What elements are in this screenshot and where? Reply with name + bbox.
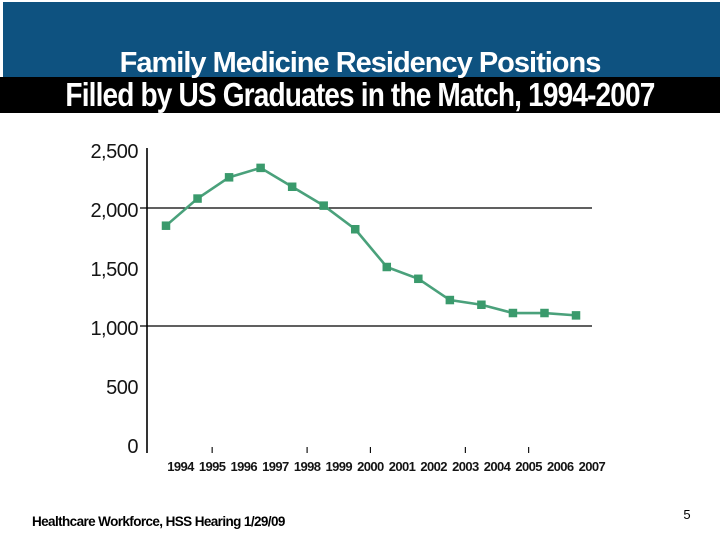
y-tick-label: 1,500: [90, 259, 138, 281]
data-point-marker: [193, 194, 202, 203]
x-tick-label: 2006: [547, 459, 574, 474]
y-tick-label: 2,000: [90, 200, 138, 222]
y-tick-label: 500: [106, 377, 138, 399]
data-point-marker: [224, 173, 234, 182]
x-tick-label: 2007: [579, 459, 606, 474]
x-tick-label: 2002: [420, 459, 447, 474]
page-number: 5: [683, 507, 691, 522]
x-tick-label: 1998: [294, 459, 321, 474]
x-tick-label: 2004: [484, 459, 512, 474]
x-tick-label: 2005: [515, 459, 542, 474]
x-tick-label: 1999: [325, 459, 352, 474]
data-point-marker: [287, 182, 297, 192]
y-tick-label: 0: [127, 436, 138, 458]
data-point-marker: [350, 224, 360, 234]
x-tick-label: 2000: [357, 459, 384, 474]
x-tick-label: 1994: [167, 459, 195, 474]
data-point-marker: [319, 201, 328, 210]
data-line: [165, 166, 577, 317]
data-point-marker: [477, 300, 486, 310]
y-tick-label: 1,000: [90, 318, 138, 340]
slide-title-line1: Family Medicine Residency Positions: [119, 47, 602, 79]
y-tick-label: 2,500: [90, 141, 138, 163]
data-point-marker: [540, 308, 549, 318]
data-point-marker: [256, 163, 265, 173]
footer-text: Healthcare Workforce, HSS Hearing 1/29/0…: [32, 514, 285, 529]
slide-title-line2: Filled by US Graduates in the Match, 199…: [65, 76, 655, 113]
x-tick-label: 1997: [262, 459, 289, 474]
title-band-blue: [3, 2, 720, 77]
x-tick-label: 1996: [231, 459, 258, 474]
x-tick-label: 2003: [452, 459, 479, 474]
data-point-marker: [382, 262, 392, 272]
data-point-marker: [414, 274, 423, 284]
title-band-black: [0, 77, 720, 113]
x-tick-label: 2001: [389, 459, 416, 474]
data-point-marker: [571, 311, 581, 320]
data-point-marker: [161, 221, 171, 230]
x-tick-label: 1995: [199, 459, 226, 474]
data-point-marker: [508, 308, 518, 318]
data-point-marker: [445, 295, 455, 305]
